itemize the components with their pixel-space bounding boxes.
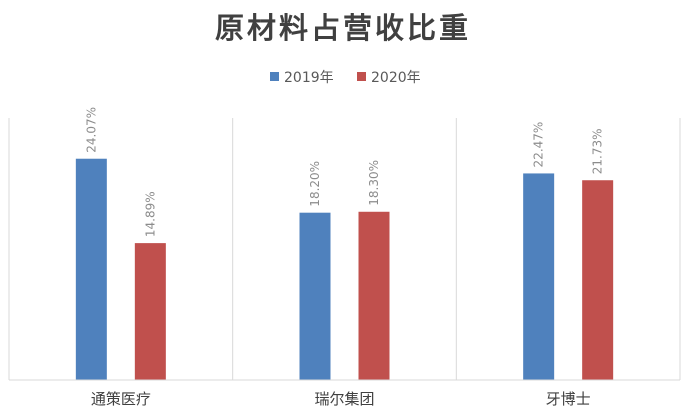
data-label-2-1: 14.89% xyxy=(143,191,157,237)
data-labels: 24.07% 14.89% 18.20% 18.30% 22.47% 21.73% xyxy=(84,107,604,237)
category-label-2: 瑞尔集团 xyxy=(314,390,374,408)
data-label-1-3: 22.47% xyxy=(532,122,546,168)
legend: 2019年 2020年 xyxy=(270,70,421,86)
data-label-2-2: 18.30% xyxy=(367,160,381,206)
data-label-1-1: 24.07% xyxy=(84,107,98,153)
legend-label-2: 2020年 xyxy=(371,70,421,86)
legend-swatch-2 xyxy=(357,72,366,81)
bar-2-3 xyxy=(582,180,614,380)
data-label-2-3: 21.73% xyxy=(591,128,605,174)
bar-1-1 xyxy=(75,158,107,380)
category-separators xyxy=(8,118,681,380)
bars xyxy=(75,158,614,380)
legend-label-1: 2019年 xyxy=(284,70,334,86)
category-label-1: 通策医疗 xyxy=(91,390,151,408)
data-label-1-2: 18.20% xyxy=(308,161,322,207)
bar-2-2 xyxy=(358,211,390,380)
bar-1-2 xyxy=(299,212,331,380)
legend-swatch-1 xyxy=(270,72,279,81)
bar-2-1 xyxy=(134,243,166,380)
bar-1-3 xyxy=(523,173,555,380)
chart-title: 原材料占营收比重 xyxy=(215,11,471,45)
category-label-3: 牙博士 xyxy=(546,390,591,408)
category-labels: 通策医疗 瑞尔集团 牙博士 xyxy=(91,390,591,408)
